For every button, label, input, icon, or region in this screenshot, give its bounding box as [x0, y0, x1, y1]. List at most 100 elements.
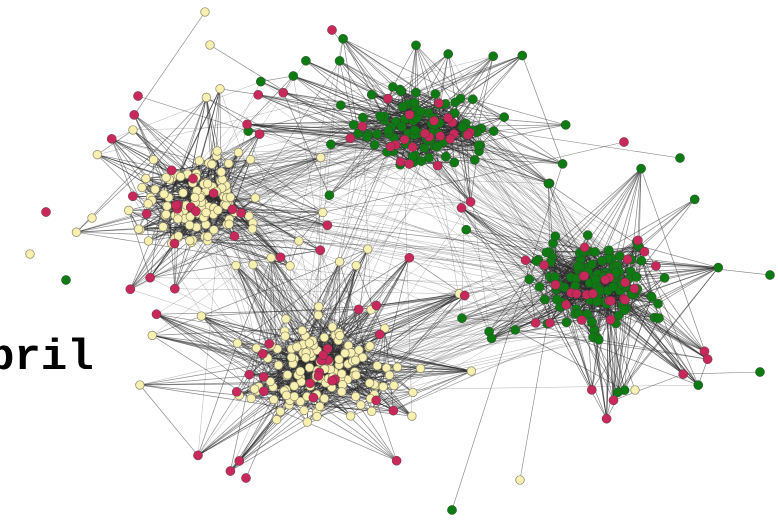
- yellow-node: [175, 172, 186, 182]
- network-edge: [241, 212, 609, 251]
- yellow-node: [224, 158, 234, 169]
- network-edge: [204, 215, 637, 278]
- network-edge: [198, 122, 440, 207]
- magenta-node: [315, 245, 326, 255]
- magenta-node: [225, 466, 236, 476]
- network-edge: [216, 191, 465, 296]
- network-edge: [230, 384, 375, 472]
- green-node: [587, 316, 597, 327]
- network-edge: [76, 231, 208, 237]
- yellow-node: [292, 342, 302, 352]
- network-edge: [201, 201, 463, 319]
- yellow-node: [205, 40, 215, 50]
- magenta-node: [244, 369, 255, 380]
- magenta-node: [125, 284, 136, 295]
- network-edge: [76, 228, 139, 233]
- green-node: [358, 112, 368, 123]
- network-edge: [174, 239, 194, 289]
- network-edge: [76, 231, 291, 267]
- magenta-node: [133, 91, 143, 101]
- yellow-node: [384, 370, 395, 380]
- network-edge: [285, 257, 410, 337]
- network-edge: [432, 132, 547, 253]
- network-edge: [132, 196, 252, 399]
- network-edge: [626, 307, 708, 360]
- network-edge: [606, 319, 611, 419]
- green-node: [61, 275, 71, 285]
- green-node: [510, 325, 521, 335]
- magenta-node: [371, 300, 382, 311]
- magenta-node: [188, 173, 198, 184]
- magenta-node: [227, 204, 238, 215]
- network-edge: [355, 294, 587, 397]
- network-edge: [374, 317, 655, 385]
- network-edge: [285, 318, 472, 372]
- network-edge: [415, 45, 436, 95]
- network-edge: [353, 124, 414, 163]
- network-edge: [489, 306, 560, 332]
- magenta-node: [353, 304, 364, 315]
- yellow-node: [337, 369, 347, 379]
- yellow-node: [466, 366, 477, 376]
- magenta-node: [278, 87, 289, 98]
- network-edge: [203, 157, 430, 204]
- magenta-node: [193, 450, 203, 461]
- yellow-node: [207, 159, 217, 169]
- magenta-node: [229, 231, 240, 241]
- network-edge: [284, 255, 620, 332]
- magenta-node: [434, 98, 444, 108]
- green-node: [597, 255, 607, 266]
- magenta-node: [561, 299, 572, 310]
- network-edge: [201, 315, 257, 349]
- network-edge: [329, 144, 375, 196]
- yellow-node: [148, 155, 159, 165]
- magenta-node: [571, 288, 582, 299]
- magenta-node: [313, 371, 324, 381]
- magenta-node: [651, 261, 661, 271]
- network-edge: [230, 124, 248, 198]
- network-edge: [238, 195, 330, 396]
- network-edge: [451, 163, 563, 511]
- partial-title-text: pril: [0, 333, 94, 383]
- network-edge: [283, 92, 410, 116]
- yellow-node: [141, 173, 151, 184]
- yellow-node: [161, 172, 171, 183]
- magenta-node: [600, 274, 611, 285]
- network-edge: [260, 81, 565, 288]
- network-edge: [220, 145, 479, 182]
- yellow-node: [335, 330, 345, 341]
- network-edge: [470, 201, 589, 272]
- network-edge: [152, 335, 331, 370]
- network-edge: [200, 163, 410, 198]
- network-edge: [445, 103, 550, 184]
- network-edge: [111, 138, 134, 197]
- network-edge: [342, 38, 359, 134]
- yellow-node: [143, 199, 153, 209]
- network-edge: [97, 154, 173, 179]
- network-edge: [415, 45, 550, 184]
- network-edge: [304, 396, 356, 411]
- network-edge: [293, 75, 336, 336]
- yellow-node: [289, 381, 299, 391]
- network-edge: [480, 145, 563, 165]
- green-node: [653, 298, 663, 309]
- network-edge: [416, 55, 523, 119]
- green-node: [473, 140, 484, 151]
- network-edge: [226, 120, 435, 186]
- green-node: [443, 49, 454, 59]
- network-edge: [491, 336, 597, 339]
- yellow-node: [233, 147, 244, 158]
- yellow-node: [137, 182, 147, 193]
- network-edge: [491, 266, 581, 339]
- green-node: [488, 51, 499, 62]
- magenta-node: [231, 387, 242, 397]
- network-edge: [472, 98, 563, 165]
- network-edge: [236, 384, 699, 393]
- yellow-node: [285, 261, 295, 271]
- magenta-node: [520, 255, 531, 266]
- yellow-node: [162, 201, 172, 211]
- network-edge: [229, 218, 328, 226]
- network-edge: [128, 210, 151, 278]
- network-edge: [515, 329, 625, 391]
